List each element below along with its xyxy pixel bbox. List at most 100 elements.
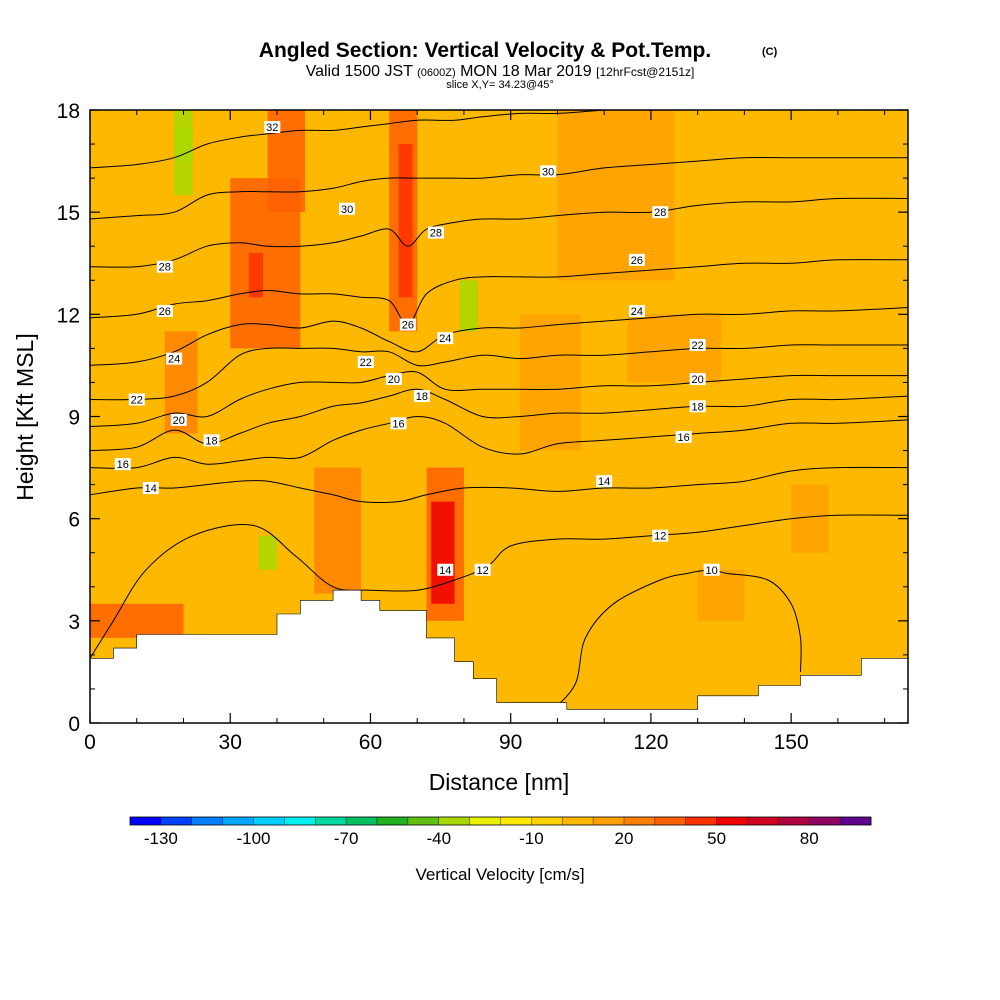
contour-label-text: 18	[692, 401, 704, 413]
contour-label-text: 32	[266, 122, 278, 134]
contour-label: 22	[128, 393, 145, 406]
contour-label-text: 20	[173, 415, 185, 427]
y-tick-label: 9	[68, 407, 80, 430]
x-tick-label: 150	[774, 731, 809, 754]
contour-label-text: 18	[416, 391, 428, 403]
colorbar-swatch	[222, 817, 254, 825]
contour-label: 28	[652, 206, 669, 219]
y-tick-label: 15	[57, 202, 80, 225]
chart-title: Angled Section: Vertical Velocity & Pot.…	[259, 39, 711, 62]
contour-label: 16	[390, 417, 407, 430]
colorbar-swatch	[253, 817, 285, 825]
slice-label: slice X,Y= 34.23@45°	[446, 79, 554, 91]
colorbar: -130 -100 -70 -40 -10 20 50 80	[129, 816, 872, 848]
contour-label: 10	[703, 563, 720, 577]
chart-subtitle: Valid 1500 JST (0600Z) MON 18 Mar 2019 […	[306, 63, 695, 80]
colorbar-tick-label: 80	[800, 829, 819, 848]
subtitle-date: MON 18 Mar 2019	[460, 63, 592, 80]
velocity-cell	[791, 484, 829, 553]
velocity-cell	[520, 314, 581, 451]
contour-label: 24	[166, 352, 183, 366]
velocity-cell	[431, 501, 455, 604]
theta-contour-14	[90, 466, 908, 503]
subtitle-forecast: [12hrFcst@2151z]	[596, 65, 694, 79]
colorbar-tick-label: -100	[236, 829, 270, 848]
contour-label: 26	[628, 253, 645, 267]
contour-label: 12	[652, 529, 669, 543]
colorbar-swatch	[840, 817, 872, 825]
contour-label-text: 22	[692, 340, 704, 352]
contour-label-text: 26	[402, 320, 414, 332]
contour-label: 20	[170, 413, 187, 427]
theta-contour-24	[90, 307, 908, 366]
contour-label-text: 26	[631, 255, 643, 267]
colorbar-tick-label: 20	[615, 829, 634, 848]
contour-label: 20	[385, 373, 402, 386]
terrain	[90, 589, 908, 723]
contour-label: 28	[156, 260, 173, 274]
colorbar-tick-label: -70	[334, 829, 359, 848]
velocity-cell	[258, 535, 277, 570]
contour-label-text: 18	[205, 435, 217, 447]
contour-label-text: 26	[159, 306, 171, 318]
colorbar-swatch	[407, 817, 440, 825]
contour-label-text: 10	[706, 565, 718, 577]
velocity-cell	[90, 603, 184, 638]
contour-label: 30	[540, 165, 557, 178]
colorbar-swatch	[593, 817, 625, 825]
contour-label: 30	[339, 202, 356, 216]
contour-label-text: 12	[654, 531, 666, 543]
contour-label-text: 28	[654, 207, 666, 219]
colorbar-label: Vertical Velocity [cm/s]	[415, 865, 584, 884]
potential-temperature-contours	[90, 110, 908, 707]
y-tick-label: 0	[68, 713, 80, 736]
contour-label: 28	[427, 226, 444, 240]
contour-label: 16	[675, 430, 692, 444]
theta-contour-28	[90, 197, 908, 268]
velocity-shading	[90, 110, 908, 723]
velocity-cell	[314, 467, 362, 594]
theta-contour-32	[90, 110, 605, 169]
subtitle-valid: Valid 1500 JST	[306, 63, 414, 80]
colorbar-swatch	[654, 817, 687, 825]
y-tick-label: 3	[68, 611, 80, 634]
colorbar-swatch	[531, 817, 563, 825]
plot-area: 32 30 30 28 28 28 26 26 26 24 24 24 22 22 22 20 20 20 18 18…	[90, 110, 908, 723]
contour-label-text: 28	[430, 228, 442, 240]
colorbar-swatch	[346, 817, 378, 825]
colorbar-tick-label: -10	[519, 829, 544, 848]
contour-label: 24	[437, 332, 454, 345]
x-tick-label: 90	[499, 731, 522, 754]
contour-label-text: 22	[131, 394, 143, 406]
contour-label: 16	[114, 458, 131, 471]
colorbar-swatch	[685, 817, 717, 825]
contour-label: 18	[413, 390, 430, 403]
y-axis-label: Height [Kft MSL]	[12, 333, 38, 500]
contour-label-text: 20	[692, 374, 704, 386]
contour-label-text: 30	[341, 204, 353, 216]
contour-label-text: 30	[542, 166, 554, 178]
contour-label: 14	[142, 482, 159, 495]
contour-label-text: 24	[439, 333, 451, 345]
contour-label-text: 14	[145, 483, 157, 495]
contour-label-text: 16	[117, 459, 129, 471]
x-tick-label: 60	[359, 731, 382, 754]
colorbar-swatch	[130, 817, 162, 825]
contour-label-text: 12	[477, 565, 489, 577]
contour-label: 12	[474, 563, 491, 577]
colorbar-swatch	[377, 817, 409, 825]
contour-label: 14	[437, 563, 454, 577]
colorbar-swatch	[624, 817, 656, 825]
theta-contour-10	[557, 569, 802, 707]
y-tick-label: 6	[68, 509, 80, 532]
colorbar-swatch	[160, 817, 193, 825]
velocity-cell	[557, 110, 675, 281]
contour-label-text: 16	[392, 418, 404, 430]
theta-contour-20	[90, 371, 908, 428]
contour-label: 18	[689, 400, 706, 413]
subtitle-utc: (0600Z)	[417, 67, 456, 79]
colorbar-swatch	[562, 817, 594, 825]
colorbar-swatch	[191, 817, 223, 825]
x-tick-label: 0	[84, 731, 96, 754]
